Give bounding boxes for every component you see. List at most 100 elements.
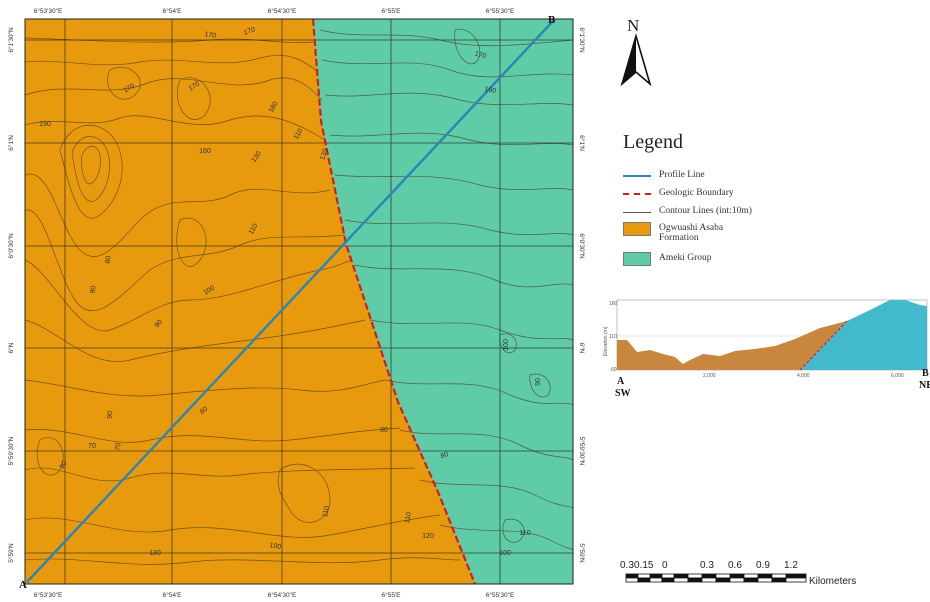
contour-swatch — [623, 211, 651, 213]
profile-x-tick: 4,000 — [797, 373, 810, 379]
bottom-longitude-tick: 6°54'30"E — [268, 591, 297, 599]
left-latitude-tick: 5°59'30"N — [7, 436, 15, 465]
scale-label: 0.9 — [756, 560, 770, 571]
profile-x-tick: 2,000 — [703, 373, 716, 379]
contour-value-label: 170 — [187, 81, 201, 93]
bottom-longitude-tick: 6°55'30"E — [486, 591, 515, 599]
contour-value-label: 160 — [484, 86, 497, 95]
contour-value-label: 100 — [499, 550, 511, 557]
left-latitude-tick: 6°N — [7, 342, 15, 353]
profile-ogwuashi-fill — [617, 321, 847, 370]
contour-value-label: 110 — [404, 512, 413, 524]
contour-value-label: 110 — [322, 506, 331, 518]
scale-label: 0.6 — [728, 560, 742, 571]
legend-item-ameki: Ameki Group — [623, 252, 712, 266]
left-latitude-tick: 6°0'30"N — [7, 233, 15, 259]
contour-value-label: 90 — [107, 411, 115, 419]
contour-lines — [25, 28, 573, 565]
profile-x-tick: 6,000 — [891, 373, 904, 379]
contour-value-label: 130 — [319, 148, 330, 161]
contour-value-label: 90 — [89, 285, 97, 294]
contour-value-label: 80 — [199, 406, 210, 416]
contour-value-label: 70 — [88, 443, 96, 450]
contour-value-label: 170 — [122, 83, 136, 95]
left-latitude-tick: 6°1'N — [7, 135, 15, 151]
contour-value-label: 80 — [380, 427, 388, 434]
right-latitude-tick: 6°N — [578, 343, 586, 354]
geologic-boundary-line — [311, 19, 477, 584]
profile-end-b: B — [922, 368, 929, 379]
coordinate-grid — [25, 19, 573, 584]
profile-ameki-fill — [800, 300, 927, 370]
map-frame — [24, 18, 574, 585]
top-longitude-tick: 6°54'30"E — [268, 7, 297, 15]
top-longitude-tick: 6°55'30"E — [486, 7, 515, 15]
profile-end-b-dir: NE — [919, 380, 930, 391]
legend-item-contour-lines: Contour Lines (int:10m) — [623, 206, 752, 218]
profile-end-a-dir: SW — [615, 388, 631, 399]
scale-label: 1.2 — [784, 560, 798, 571]
cross-section-profile: Elevation (m) 160 110 60 2,000 4,000 6,0… — [603, 299, 930, 399]
contour-value-label: 100 — [202, 285, 216, 297]
scale-label: 0.15 — [634, 560, 654, 571]
contour-value-label: 90 — [535, 378, 542, 386]
right-latitude-tick: 5°59'30"N — [578, 437, 586, 466]
contour-value-label: 130 — [149, 550, 161, 557]
bottom-longitude-tick: 6°54'E — [162, 591, 182, 599]
scale-label: 0.3 — [620, 560, 634, 571]
profile-y-tick: 160 — [609, 301, 618, 307]
right-latitude-tick: 6°1'N — [578, 135, 586, 151]
legend-item-profile-line: Profile Line — [623, 170, 705, 182]
contour-value-label: 190 — [39, 121, 51, 128]
profile-y-tick: 60 — [611, 367, 617, 373]
point-b-label: B — [548, 14, 556, 26]
profile-line — [26, 19, 555, 583]
profile-end-a: A — [617, 376, 625, 387]
bottom-longitude-tick: 6°53'30"E — [34, 591, 63, 599]
contour-value-label: 170 — [243, 26, 256, 37]
contour-value-label: 80 — [104, 255, 112, 264]
legend-label: Profile Line — [659, 170, 705, 180]
scale-unit: Kilometers — [809, 576, 857, 587]
contour-value-label: 90 — [154, 319, 164, 330]
contour-value-label: 120 — [422, 533, 434, 540]
contour-value-label: 110 — [248, 223, 260, 236]
top-longitude-tick: 6°54'E — [162, 7, 182, 15]
right-latitude-tick: 6°0'30"N — [578, 233, 586, 259]
profile-boundary — [799, 320, 848, 371]
legend-label: Ogwuashi Asaba Formation — [659, 223, 724, 243]
contour-value-label: 100 — [269, 542, 282, 551]
north-label: N — [627, 16, 640, 35]
point-a-label: A — [19, 579, 27, 591]
left-latitude-tick: 5°59'N — [7, 543, 15, 563]
contour-value-label: 100 — [503, 339, 510, 351]
contour-value-label: 90 — [59, 460, 69, 470]
profile-y-tick: 110 — [609, 334, 617, 340]
right-latitude-tick: 5°59'N — [578, 543, 586, 563]
contour-value-label: 170 — [474, 51, 487, 61]
legend-label: Contour Lines (int:10m) — [659, 206, 752, 216]
scale-label: 0.3 — [700, 560, 714, 571]
left-latitude-tick: 6°1'30"N — [7, 27, 15, 53]
ameki-group-area — [313, 19, 573, 584]
scale-label: 0 — [662, 560, 668, 571]
contour-value-label: 80 — [440, 451, 450, 460]
legend-item-geologic-boundary: Geologic Boundary — [623, 188, 734, 200]
legend-title: Legend — [623, 131, 683, 153]
scale-bar — [625, 573, 807, 583]
ogwuashi-swatch — [623, 222, 651, 236]
contour-value-label: 70 — [114, 442, 122, 451]
ameki-swatch — [623, 252, 651, 266]
contour-value-label: 160 — [199, 148, 211, 155]
legend-label: Geologic Boundary — [659, 188, 734, 198]
bottom-longitude-tick: 6°55'E — [381, 591, 401, 599]
legend-item-ogwuashi: Ogwuashi Asaba Formation — [623, 222, 724, 243]
north-arrow-icon — [620, 33, 652, 87]
right-latitude-tick: 6°1'30"N — [578, 27, 586, 53]
boundary-swatch — [623, 193, 651, 195]
contour-value-label: 110 — [293, 128, 305, 141]
top-longitude-tick: 6°55'E — [381, 7, 401, 15]
legend-label: Ameki Group — [659, 253, 712, 263]
contour-value-label: 180 — [268, 100, 280, 114]
